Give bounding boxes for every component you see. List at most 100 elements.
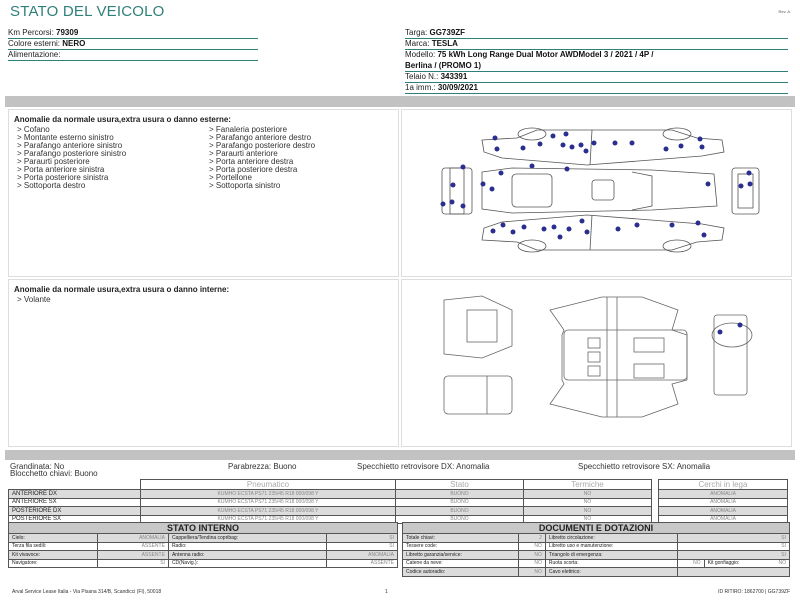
windshield-status: Parabrezza: Buono — [228, 462, 297, 471]
interior-damage-diagram — [401, 279, 792, 447]
table-row: Terza fila sedili: ASSENTE Radio: SI — [8, 541, 398, 551]
fuel-field: Alimentazione: — [8, 50, 258, 61]
damage-dot — [564, 166, 570, 172]
table-row: Kit vivavoce: ASSENTE Antenna radio: ANOMAL… — [8, 550, 398, 560]
damage-dot — [490, 228, 496, 234]
internal-state-table: STATO INTERNO Cielo: ANOMALIA Cappelliera/… — [8, 522, 398, 568]
item-label: Libretto circolazione: — [544, 533, 678, 543]
exterior-damage-list: Anomalie da normale usura,extra usura o … — [8, 109, 399, 277]
damage-dot — [699, 144, 705, 150]
damage-dot — [678, 143, 684, 149]
damage-dot — [634, 222, 640, 228]
brand-field: Marca: TESLA — [405, 39, 788, 50]
item-label: Totale chiavi: — [401, 533, 520, 543]
model-label: Modello: — [405, 50, 436, 59]
mirror-sx-status: Specchietto retrovisore SX: Anomalia — [578, 462, 711, 471]
damage-dot — [584, 229, 590, 235]
table-row: Totale chiavi: 2 Libretto circolazione: SI — [401, 533, 791, 543]
internal-state-title: STATO INTERNO — [8, 522, 398, 534]
damage-dot — [541, 226, 547, 232]
tyre-winter: NO — [523, 506, 652, 516]
interior-title: Anomalie da normale usura,extra usura o … — [14, 285, 230, 294]
car-top-outline — [481, 167, 718, 214]
table-row: Libretto garanzia/service: NO Triangolo di… — [401, 550, 791, 560]
damage-dot — [449, 199, 455, 205]
rear-seats-outline — [443, 375, 513, 415]
rims-header: Cerchi in lega — [658, 479, 788, 490]
plate-label: Targa: — [405, 28, 428, 37]
documents-title: DOCUMENTI E DOTAZIONI — [402, 522, 790, 534]
damage-dot — [701, 232, 707, 238]
model-field-cont: Berlina / (PROMO 1) — [405, 61, 788, 72]
tyre-row: POSTERIORE SX KUMHO ECSTA PS71 235/45 R18… — [8, 514, 788, 524]
item-value: ANOMALIA — [96, 533, 169, 543]
table-row: Codice autoradio: NO Cavo elettrico: — [401, 567, 791, 577]
item-label: CD(Navig.): — [167, 558, 328, 568]
exterior-damage-diagram — [401, 109, 792, 277]
tyre-position: ANTERIORE SX — [8, 497, 141, 507]
winter-header: Termiche — [523, 479, 652, 490]
mirror-dx-status: Specchietto retrovisore DX: Anomalia — [357, 462, 490, 471]
model-value: 75 kWh Long Range Dual Motor AWDModel 3 … — [437, 50, 654, 59]
revision: Rev. A — [778, 9, 791, 14]
state-header: Stato — [395, 479, 524, 490]
pickup-id: ID RITIRO: 1862700 | GG739ZF — [718, 589, 790, 595]
page-number: 1 — [385, 589, 388, 595]
damage-dot — [450, 182, 456, 188]
item-value: ASSENTE — [96, 550, 169, 560]
car-front-outline — [441, 167, 473, 215]
chassis-value: 343391 — [440, 72, 468, 81]
damage-dot — [615, 226, 621, 232]
damage-dot — [440, 201, 446, 207]
damage-dot — [489, 186, 495, 192]
item-label: Libretto garanzia/service: — [401, 550, 520, 560]
damage-dot — [566, 226, 572, 232]
color-label: Colore esterni: — [8, 39, 61, 48]
damage-dot — [480, 181, 486, 187]
item-label: Terza fila sedili: — [8, 541, 98, 551]
exterior-damage-item: > Cofano — [17, 125, 50, 134]
car-interior-diagram — [443, 295, 753, 418]
damage-dot — [529, 163, 535, 169]
damage-dot — [498, 170, 504, 176]
exterior-damage-item: > Porta posteriore sinistra — [17, 173, 109, 182]
rim-state: ANOMALIA — [658, 506, 788, 516]
damage-dot — [550, 133, 556, 139]
item-value: SI — [676, 550, 791, 560]
item-value: SI — [326, 541, 398, 551]
interior-damage-item: > Volante — [17, 295, 51, 304]
registration-field: 1a imm.: 30/09/2021 — [405, 83, 788, 94]
damage-dot — [520, 145, 526, 151]
front-seats-outline — [443, 295, 513, 359]
damage-dot — [563, 131, 569, 137]
chassis-label: Telaio N.: — [405, 72, 439, 81]
damage-dot — [738, 183, 744, 189]
tyre-state: BUONO — [395, 489, 524, 499]
damage-dot — [537, 141, 543, 147]
item-label: Libretto uso e manutenzione: — [544, 541, 678, 551]
page-title: STATO DEL VEICOLO — [10, 3, 165, 20]
damage-dot — [460, 164, 466, 170]
damage-dot — [695, 220, 701, 226]
item-label: Radio: — [167, 541, 328, 551]
section-divider — [5, 450, 795, 460]
table-row: Catene da neve: NO Ruota scorta: NO Kit gonf… — [401, 558, 791, 568]
table-row: Navigatore: SI CD(Navig.): ASSENTE — [8, 558, 398, 568]
damage-dot — [612, 140, 618, 146]
damage-dot — [629, 140, 635, 146]
damage-dot — [717, 329, 723, 335]
item-value: ANOMALIA — [326, 550, 398, 560]
item-label: Kit vivavoce: — [8, 550, 98, 560]
item-value: SI — [96, 558, 169, 568]
exterior-damage-item: > Porta anteriore destra — [209, 157, 294, 166]
exterior-damage-item: > Porta anteriore sinistra — [17, 165, 105, 174]
damage-dot — [569, 144, 575, 150]
color-value: NERO — [62, 39, 86, 48]
exterior-damage-item: > Portellone — [209, 173, 252, 182]
item-value: 2 — [518, 533, 546, 543]
table-row: Cielo: ANOMALIA Cappelliera/Tendina coprib… — [8, 533, 398, 543]
tyre-state: BUONO — [395, 506, 524, 516]
exterior-damage-item: > Parafango posteriore destro — [209, 141, 316, 150]
item-value: SI — [326, 533, 398, 543]
model-value-cont: Berlina / (PROMO 1) — [405, 61, 482, 70]
